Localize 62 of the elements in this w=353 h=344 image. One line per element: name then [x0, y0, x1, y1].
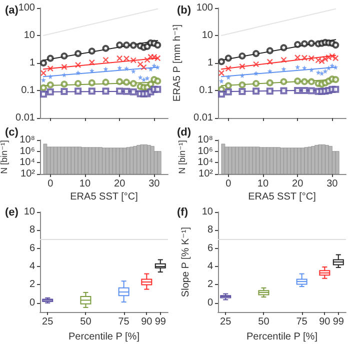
- y-tick-label: 100: [196, 2, 214, 14]
- y-tick-label: 2: [29, 279, 36, 290]
- chart-title: (a): [5, 4, 19, 16]
- y-tick-label: 8: [29, 224, 36, 236]
- x-axis-title: ERA5 SST [°C]: [70, 192, 138, 202]
- y-tick-label: 0: [29, 297, 36, 308]
- chart-title: (c): [5, 126, 19, 138]
- y-tick-label: 100: [18, 2, 36, 14]
- y-tick-label: 10⁶: [198, 146, 213, 157]
- y-tick-label: 4: [29, 261, 36, 272]
- y-tick-label: 1: [29, 58, 36, 68]
- chart-title: (d): [177, 126, 192, 138]
- x-axis-title: Percentile P [%]: [246, 331, 318, 342]
- y-tick-label: 1: [207, 58, 214, 68]
- x-tick-label: 20: [114, 178, 126, 190]
- y-tick-label: 0.01: [194, 112, 214, 124]
- x-tick-label: 25: [42, 316, 54, 328]
- y-tick-label: 6: [207, 242, 214, 254]
- y-tick-label: 10⁸: [20, 134, 35, 146]
- y-tick-label: 10⁴: [20, 157, 35, 168]
- y-axis-title: N [bin⁻¹]: [177, 140, 188, 174]
- x-axis-title: Percentile P [%]: [68, 331, 140, 342]
- x-tick-label: 0: [226, 178, 232, 190]
- x-tick-label: 10: [79, 178, 91, 190]
- x-tick-label: 50: [258, 316, 270, 328]
- y-tick-label: 10: [24, 30, 36, 41]
- chart-title: (b): [177, 4, 192, 16]
- y-tick-label: 10: [202, 206, 214, 218]
- x-tick-label: 75: [118, 316, 130, 328]
- x-tick-label: 90: [141, 316, 153, 328]
- y-tick-label: 10: [202, 30, 214, 41]
- x-tick-label: 10: [257, 178, 269, 190]
- y-tick-label: 8: [207, 224, 214, 236]
- y-tick-label: 10²: [198, 168, 214, 180]
- y-axis-title: N [bin⁻¹]: [0, 140, 10, 174]
- y-tick-label: 0.1: [199, 85, 214, 96]
- x-tick-label: 30: [148, 178, 160, 190]
- x-tick-label: 50: [80, 316, 92, 328]
- x-axis-title: ERA5 SST [°C]: [248, 192, 316, 202]
- y-tick-label: 10⁶: [20, 146, 35, 157]
- x-tick-label: 0: [48, 178, 54, 190]
- x-tick-label: 30: [326, 178, 338, 190]
- y-tick-label: 2: [207, 279, 214, 290]
- x-tick-label: 25: [220, 316, 232, 328]
- y-tick-label: 10: [24, 206, 36, 218]
- y-tick-label: 10⁴: [198, 157, 213, 168]
- y-tick-label: 0.01: [16, 112, 36, 124]
- x-tick-label: 90: [319, 316, 331, 328]
- x-tick-label: 99: [332, 316, 344, 328]
- y-tick-label: 10⁸: [198, 134, 213, 146]
- y-tick-label: 0.1: [21, 85, 36, 96]
- y-tick-label: 10²: [20, 168, 36, 180]
- y-tick-label: 4: [207, 261, 214, 272]
- x-tick-label: 75: [296, 316, 308, 328]
- y-axis-title: Slope P [% K⁻¹]: [180, 226, 192, 298]
- x-tick-label: 20: [292, 178, 304, 190]
- y-tick-label: 6: [29, 242, 36, 254]
- y-axis-title: ERA5 P [mm h⁻¹]: [172, 24, 184, 102]
- chart-title: (e): [5, 206, 19, 218]
- chart-title: (f): [177, 206, 188, 218]
- x-tick-label: 99: [154, 316, 166, 328]
- y-tick-label: 0: [207, 297, 214, 308]
